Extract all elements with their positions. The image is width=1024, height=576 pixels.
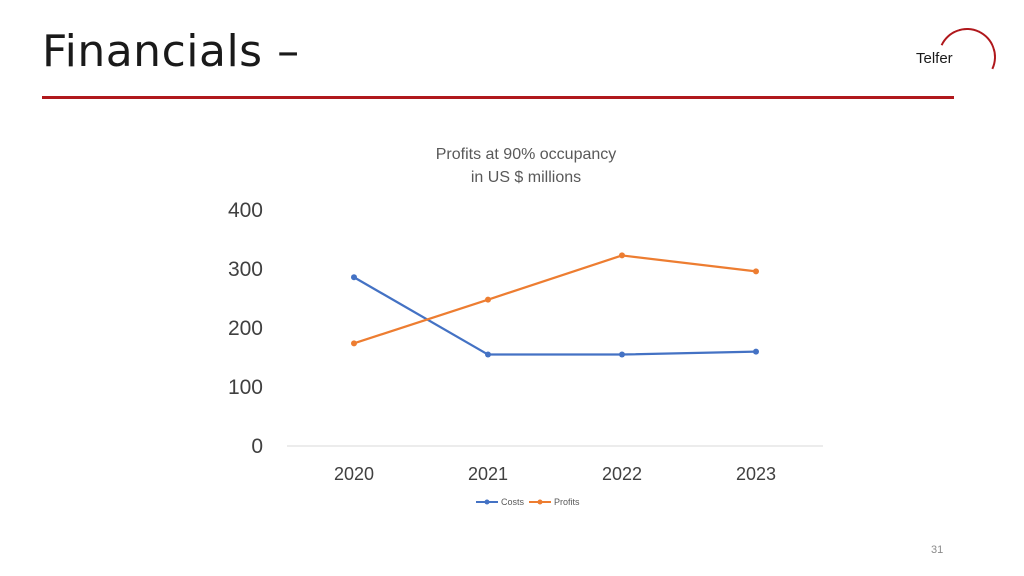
data-point-profits (485, 296, 491, 303)
x-tick-label: 2021 (468, 464, 508, 484)
telfer-logo-text: Telfer (916, 50, 953, 67)
chart-title-line-2: in US $ millions (471, 169, 581, 186)
series-line-costs (352, 276, 758, 356)
x-axis: 2020 2021 2022 2023 (334, 464, 776, 484)
x-tick-label: 2022 (602, 464, 642, 484)
slide-title: Financials – (42, 26, 300, 77)
y-tick-label: 300 (228, 258, 263, 281)
series-profits (351, 252, 759, 347)
data-point-profits (619, 252, 625, 259)
legend-item-costs: Costs (476, 497, 525, 507)
y-tick-label: 100 (228, 376, 263, 399)
data-point-costs (753, 348, 759, 355)
series-costs (351, 274, 759, 358)
legend-label: Costs (501, 497, 525, 507)
y-tick-label: 400 (228, 199, 263, 222)
chart-title: Profits at 90% occupancy in US $ million… (436, 146, 617, 186)
y-axis: 0 100 200 300 400 (228, 199, 263, 458)
x-tick-label: 2023 (736, 464, 776, 484)
x-tick-label: 2020 (334, 464, 374, 484)
chart-legend: Costs Profits (476, 497, 580, 507)
data-point-costs (485, 351, 491, 358)
y-tick-label: 0 (251, 435, 263, 458)
data-point-costs (619, 351, 625, 358)
data-point-profits (351, 340, 357, 347)
series-line-profits (352, 254, 758, 345)
chart-title-line-1: Profits at 90% occupancy (436, 146, 617, 163)
legend-swatch-marker (537, 499, 543, 505)
legend-swatch-marker (484, 499, 490, 505)
y-tick-label: 200 (228, 317, 263, 340)
legend-item-profits: Profits (529, 497, 580, 507)
legend-label: Profits (554, 497, 580, 507)
title-divider (42, 96, 954, 99)
data-point-costs (351, 274, 357, 281)
series-layer (351, 252, 759, 358)
page-number: 31 (931, 544, 944, 556)
data-point-profits (753, 268, 759, 275)
